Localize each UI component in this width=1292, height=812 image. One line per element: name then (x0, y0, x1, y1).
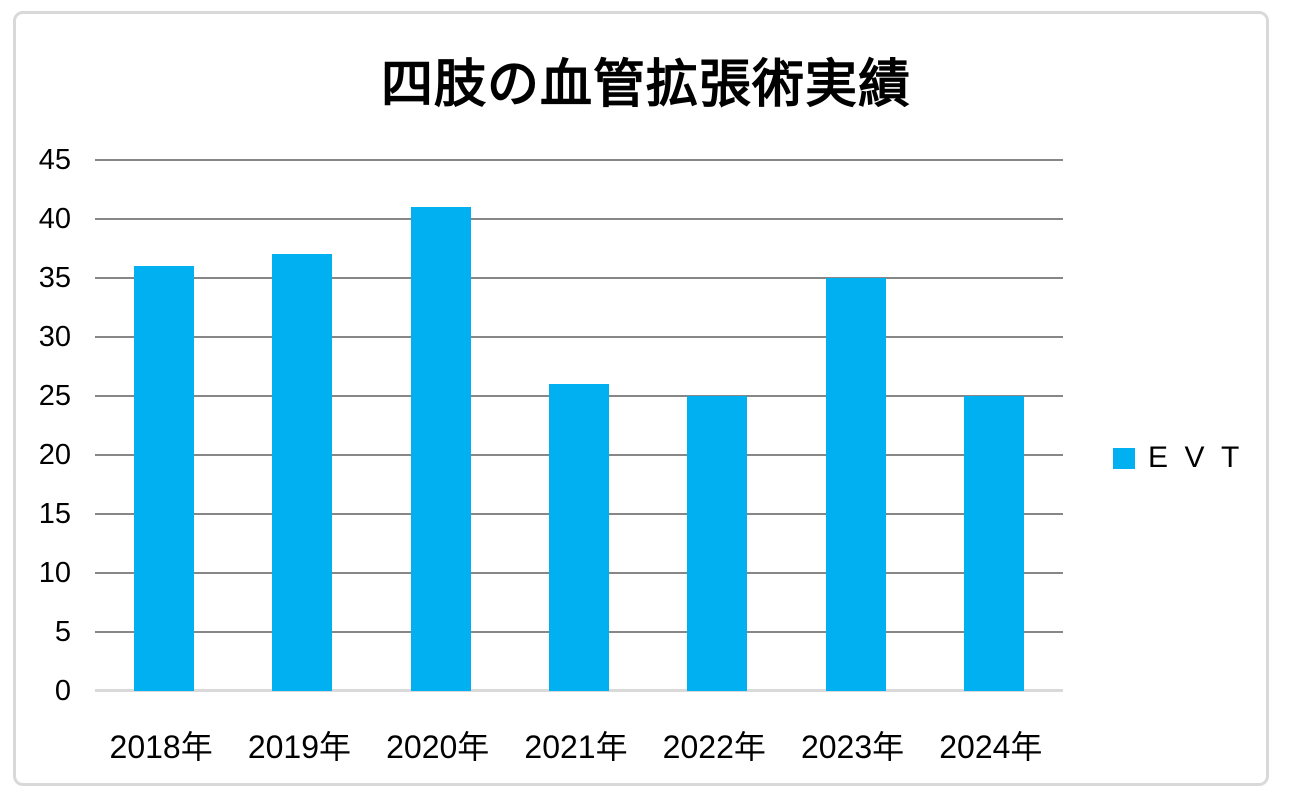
y-tick-label-10: 10 (38, 557, 71, 589)
y-tick-label-30: 30 (38, 321, 71, 353)
gridline-45 (95, 159, 1063, 161)
bar-2018年 (134, 266, 195, 691)
bar-2021年 (549, 384, 609, 691)
x-tick-label-2023年: 2023年 (800, 729, 905, 765)
bar-2022年 (687, 396, 748, 691)
bar-2023年 (825, 278, 886, 691)
gridline-40 (95, 218, 1063, 220)
y-tick-label-0: 0 (54, 675, 71, 707)
gridline-35 (95, 277, 1063, 279)
y-tick-label-40: 40 (38, 203, 71, 235)
bar-2019年 (272, 254, 333, 691)
y-tick-label-15: 15 (38, 498, 71, 530)
legend-swatch-evt-icon (1113, 447, 1135, 469)
bar-2024年 (963, 396, 1024, 691)
chart-title: 四肢の血管拡張術実績 (380, 56, 911, 114)
y-tick-label-35: 35 (38, 262, 71, 294)
legend-label-evt: EVT (1148, 441, 1256, 474)
x-tick-label-2024年: 2024年 (939, 729, 1043, 765)
x-tick-label-2022年: 2022年 (662, 729, 766, 765)
x-tick-label-2021年: 2021年 (524, 729, 628, 765)
y-tick-label-25: 25 (38, 380, 71, 412)
plot-area (95, 159, 1063, 692)
legend: EVT (1113, 441, 1256, 475)
y-tick-label-5: 5 (54, 616, 71, 648)
x-tick-label-2020年: 2020年 (386, 729, 490, 765)
x-tick-label-2018年: 2018年 (109, 729, 213, 765)
gridline-30 (95, 336, 1063, 338)
x-tick-label-2019年: 2019年 (247, 729, 352, 765)
y-tick-label-20: 20 (38, 439, 71, 471)
y-tick-label-45: 45 (38, 144, 71, 176)
bar-2020年 (410, 207, 471, 691)
